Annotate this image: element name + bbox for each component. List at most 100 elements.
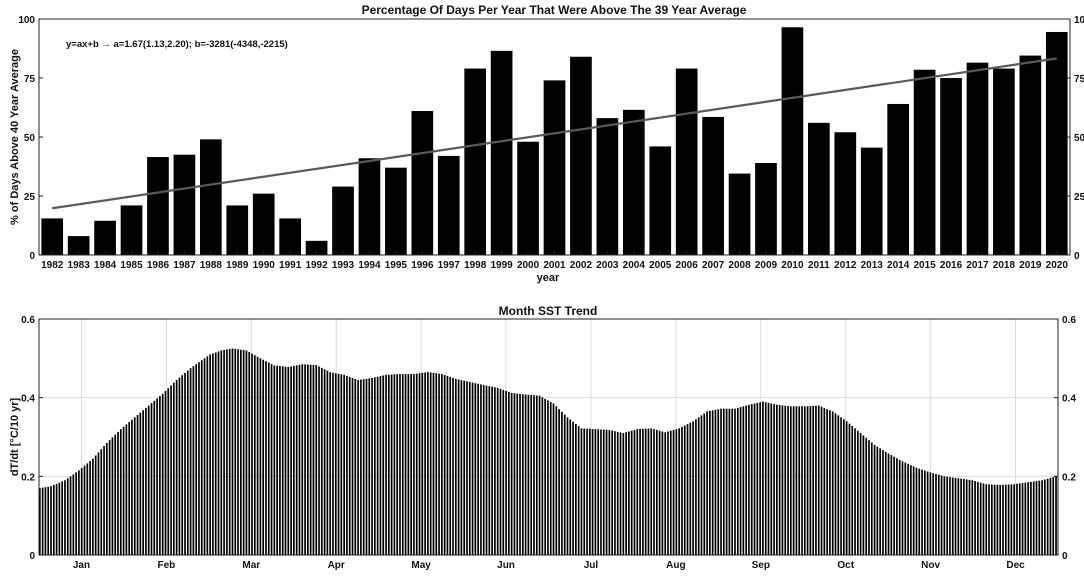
daily-bar	[184, 372, 186, 555]
daily-bar	[521, 394, 524, 555]
daily-bar	[575, 423, 577, 555]
bottom-chart-title: Month SST Trend	[499, 304, 598, 318]
bottom-xtick-label: Mar	[242, 560, 260, 571]
daily-bar	[745, 405, 747, 555]
daily-bar	[929, 472, 932, 555]
daily-bar	[605, 429, 608, 555]
daily-bar	[795, 406, 798, 555]
daily-bar	[901, 461, 904, 555]
daily-bar	[742, 406, 745, 555]
top-ytick-left-label: 25	[24, 192, 36, 203]
daily-bar	[496, 387, 499, 555]
daily-bar	[789, 406, 792, 555]
top-xtick-label: 1994	[358, 260, 381, 271]
daily-bar	[697, 417, 700, 555]
daily-bar	[348, 376, 351, 555]
daily-bar	[725, 408, 728, 555]
daily-bar	[859, 433, 862, 555]
daily-bar	[357, 379, 359, 555]
daily-bar	[977, 481, 979, 555]
bottom-ytick-left-label: 0	[29, 551, 35, 562]
daily-bar	[396, 374, 399, 555]
daily-bar	[678, 428, 680, 555]
daily-bar	[926, 471, 929, 555]
daily-bar	[597, 429, 600, 555]
bar-2010	[781, 27, 804, 256]
daily-bar	[69, 476, 72, 555]
daily-bar	[150, 403, 153, 555]
daily-bar	[569, 419, 572, 555]
daily-bar	[108, 440, 111, 555]
daily-bar	[290, 366, 292, 555]
bar-1985	[120, 205, 143, 255]
daily-bar	[234, 348, 237, 555]
daily-bar	[220, 350, 223, 555]
daily-bar	[655, 429, 658, 555]
daily-bar	[524, 394, 527, 555]
daily-bar	[706, 411, 708, 555]
daily-bar	[527, 394, 530, 555]
daily-bar	[647, 428, 650, 555]
daily-bar	[393, 374, 396, 555]
daily-bar	[759, 402, 761, 555]
top-xtick-label: 1991	[279, 260, 302, 271]
daily-bar	[923, 470, 926, 555]
bar-1991	[279, 218, 301, 255]
daily-bar	[276, 365, 278, 555]
daily-bar	[175, 379, 178, 555]
daily-bar	[320, 367, 323, 555]
daily-bar	[284, 366, 287, 555]
daily-bar	[787, 406, 789, 555]
daily-bar	[586, 428, 588, 555]
daily-bar	[293, 365, 295, 555]
daily-bar	[837, 415, 840, 555]
daily-bar	[474, 383, 477, 555]
bottom-xtick-label: Oct	[837, 560, 854, 571]
bottom-plot-frame	[38, 318, 1059, 556]
daily-bar	[164, 390, 167, 555]
daily-bar	[223, 349, 225, 555]
daily-bar	[312, 364, 315, 555]
bar-1984	[94, 220, 116, 255]
daily-bar	[876, 446, 879, 555]
daily-bar	[245, 350, 248, 555]
daily-bar	[399, 374, 401, 555]
daily-bar	[856, 430, 859, 555]
daily-bar	[834, 413, 837, 555]
daily-bar	[951, 477, 954, 555]
daily-bar	[826, 409, 828, 555]
daily-bar	[505, 390, 507, 555]
daily-bar	[360, 379, 362, 555]
daily-bar	[111, 437, 114, 555]
daily-bar	[1030, 481, 1032, 555]
daily-bar	[1044, 479, 1046, 555]
daily-bar	[446, 375, 449, 555]
top-xtick-label: 1996	[411, 260, 434, 271]
bar-2017	[966, 62, 989, 255]
top-ytick-left-label: 75	[24, 74, 36, 85]
daily-bar	[240, 349, 242, 555]
daily-bar	[862, 435, 865, 555]
daily-bar	[387, 374, 390, 555]
daily-bar	[773, 404, 775, 555]
daily-bar	[463, 380, 466, 555]
bottom-xtick-label: Nov	[921, 560, 940, 571]
bar-1993	[332, 186, 354, 255]
daily-bar	[1027, 482, 1029, 555]
daily-bar	[435, 373, 438, 555]
daily-bar	[502, 389, 505, 555]
daily-bar	[960, 478, 962, 555]
daily-bar	[329, 372, 332, 555]
daily-bar	[1024, 482, 1027, 555]
bar-2020	[1045, 31, 1068, 256]
daily-bar	[979, 482, 982, 555]
daily-bar	[533, 395, 535, 555]
daily-bar	[625, 432, 627, 555]
daily-bar	[200, 360, 203, 555]
daily-bar	[480, 384, 482, 555]
daily-bar	[516, 393, 519, 555]
daily-bar	[667, 431, 669, 555]
daily-bar	[653, 429, 655, 555]
daily-bar	[734, 408, 736, 555]
daily-bar	[365, 378, 368, 555]
